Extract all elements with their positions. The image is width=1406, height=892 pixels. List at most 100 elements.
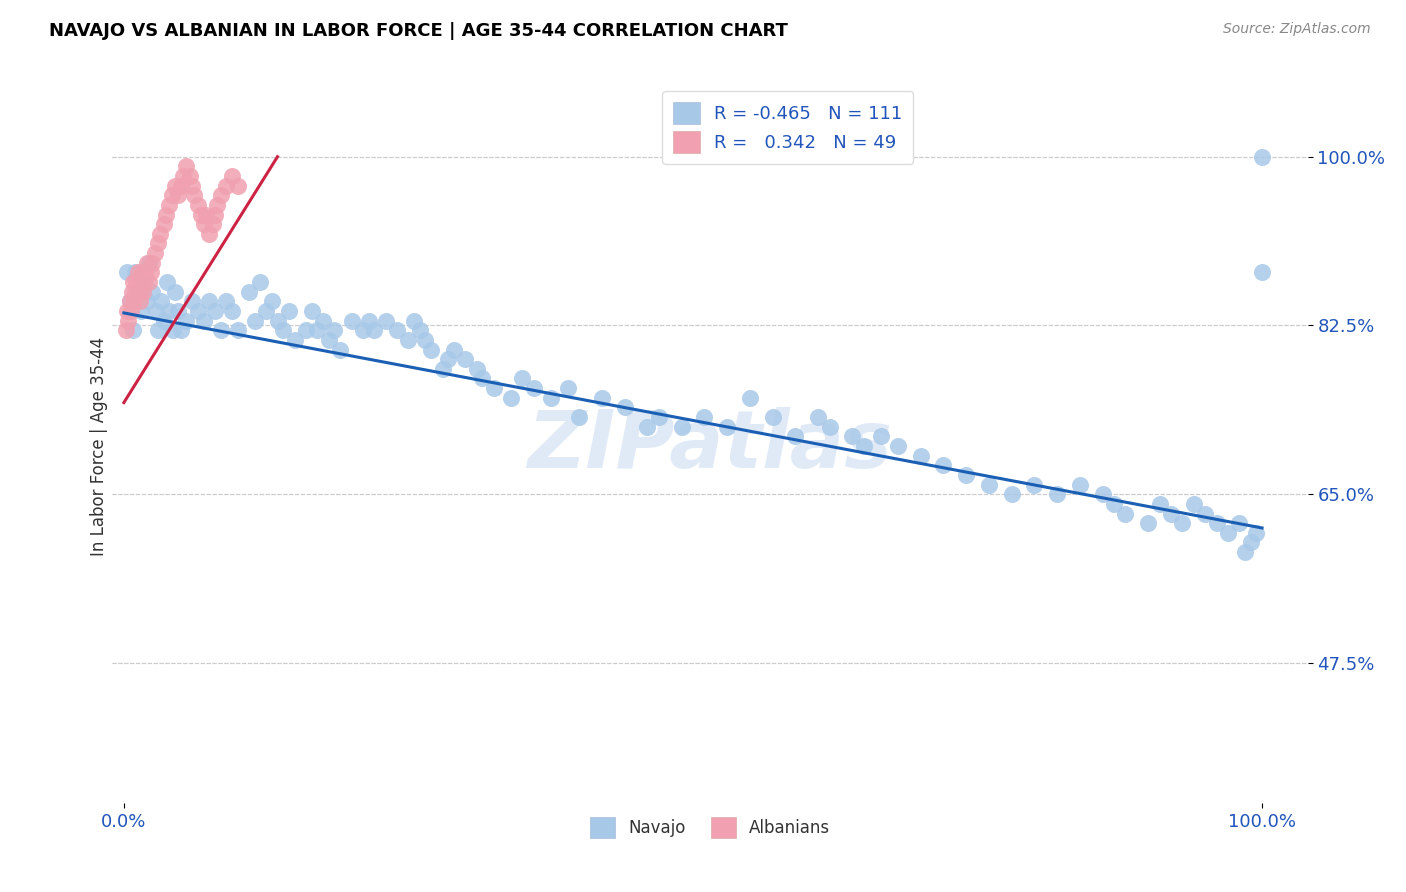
Point [1205, 516, 1227, 530]
Point [432, 362, 454, 376]
Text: NAVAJO VS ALBANIAN IN LABOR FORCE | AGE 35-44 CORRELATION CHART: NAVAJO VS ALBANIAN IN LABOR FORCE | AGE … [49, 22, 789, 40]
Point [1182, 497, 1205, 511]
Point [176, 159, 198, 173]
Point [465, 362, 488, 376]
Point [818, 419, 841, 434]
Point [1246, 525, 1268, 540]
Point [852, 439, 875, 453]
Point [540, 391, 562, 405]
Point [129, 304, 152, 318]
Point [141, 256, 163, 270]
Point [340, 313, 363, 327]
Point [693, 410, 716, 425]
Point [141, 285, 163, 299]
Point [1240, 535, 1263, 549]
Point [187, 198, 209, 212]
Point [1233, 545, 1256, 559]
Point [409, 323, 432, 337]
Point [204, 208, 226, 222]
Point [167, 304, 190, 318]
Point [254, 304, 277, 318]
Point [318, 333, 340, 347]
Point [194, 208, 217, 222]
Point [1251, 265, 1274, 279]
Point [120, 304, 142, 318]
Point [785, 429, 807, 443]
Point [762, 410, 785, 425]
Point [146, 236, 169, 251]
Point [118, 294, 141, 309]
Point [591, 391, 613, 405]
Point [156, 275, 179, 289]
Point [121, 285, 143, 299]
Point [134, 275, 156, 289]
Point [226, 178, 249, 193]
Point [117, 313, 139, 327]
Point [115, 323, 138, 337]
Point [977, 477, 1000, 491]
Point [738, 391, 761, 405]
Point [165, 178, 187, 193]
Point [363, 323, 385, 337]
Point [135, 256, 157, 270]
Point [209, 188, 232, 202]
Point [172, 169, 194, 183]
Point [471, 371, 494, 385]
Point [183, 188, 205, 202]
Point [482, 381, 505, 395]
Point [143, 246, 166, 260]
Point [1171, 516, 1194, 530]
Point [149, 227, 172, 241]
Point [648, 410, 671, 425]
Point [955, 467, 977, 482]
Point [215, 294, 238, 309]
Point [454, 352, 477, 367]
Point [187, 304, 209, 318]
Point [176, 313, 198, 327]
Point [198, 227, 221, 241]
Point [152, 313, 174, 327]
Point [150, 294, 173, 309]
Y-axis label: In Labor Force | Age 35-44: In Labor Force | Age 35-44 [90, 336, 108, 556]
Point [1069, 477, 1091, 491]
Point [131, 265, 153, 279]
Point [415, 333, 437, 347]
Point [910, 449, 932, 463]
Point [1114, 507, 1136, 521]
Point [307, 323, 329, 337]
Point [1194, 507, 1216, 521]
Point [1046, 487, 1069, 501]
Point [396, 333, 419, 347]
Point [162, 323, 184, 337]
Point [271, 323, 294, 337]
Point [568, 410, 591, 425]
Point [1149, 497, 1171, 511]
Point [1216, 525, 1239, 540]
Point [374, 313, 396, 327]
Point [420, 343, 443, 357]
Point [243, 313, 266, 327]
Point [841, 429, 863, 443]
Legend: Navajo, Albanians: Navajo, Albanians [583, 811, 837, 845]
Point [181, 178, 204, 193]
Point [636, 419, 658, 434]
Point [671, 419, 693, 434]
Point [138, 256, 160, 270]
Point [134, 275, 156, 289]
Point [138, 275, 160, 289]
Point [160, 188, 183, 202]
Point [122, 275, 145, 289]
Point [1091, 487, 1114, 501]
Point [523, 381, 546, 395]
Point [443, 343, 465, 357]
Point [125, 275, 148, 289]
Point [1160, 507, 1182, 521]
Point [301, 304, 323, 318]
Point [146, 323, 169, 337]
Point [277, 304, 299, 318]
Point [155, 208, 177, 222]
Point [209, 323, 232, 337]
Point [193, 313, 215, 327]
Point [1137, 516, 1160, 530]
Point [201, 217, 224, 231]
